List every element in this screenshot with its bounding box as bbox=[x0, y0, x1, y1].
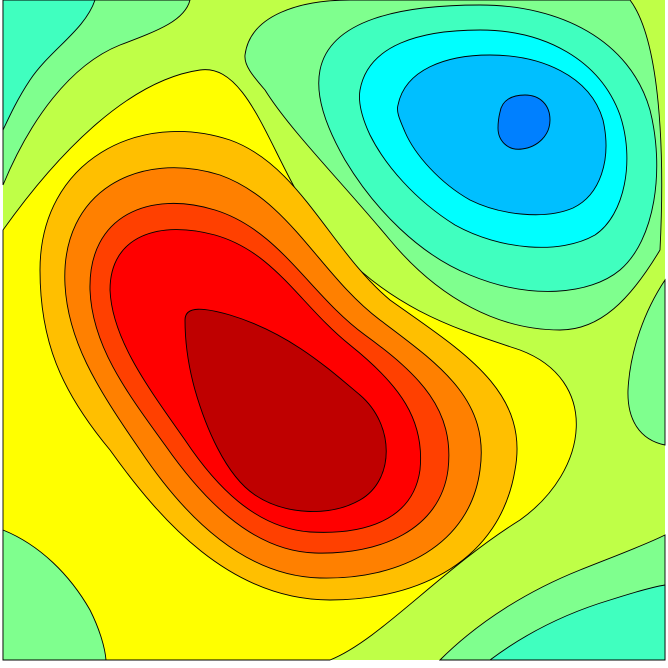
right-edge-level-3 bbox=[627, 278, 666, 446]
top-left-level--1 bbox=[2, 0, 96, 131]
bottom-right-level--1 bbox=[488, 584, 666, 661]
peak-bands bbox=[2, 69, 577, 661]
bottom-left-level-0 bbox=[2, 529, 107, 661]
contour-band-level-8 bbox=[184, 308, 387, 512]
contour-band-level--4 bbox=[497, 94, 551, 150]
trough-bands bbox=[244, 0, 663, 331]
